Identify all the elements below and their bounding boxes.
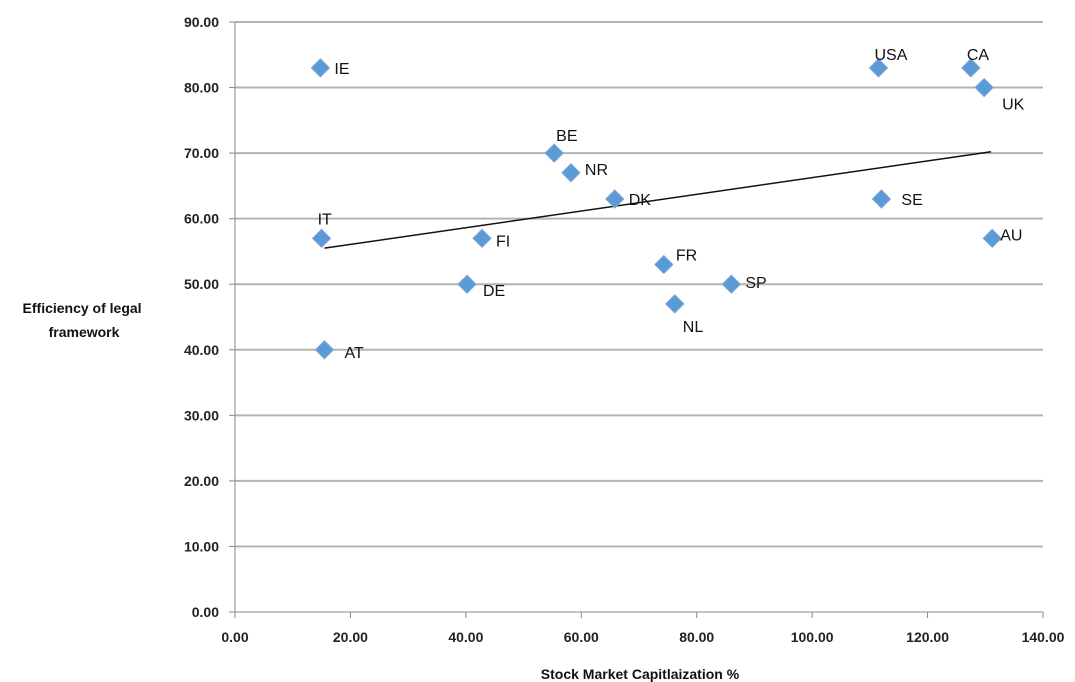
data-point-be	[544, 143, 564, 163]
y-tick-label: 40.00	[184, 342, 219, 358]
gridlines	[235, 21, 1043, 548]
axes: 0.00 10.00 20.00 30.00 40.00 50.00 60.00 70.00 8…	[184, 14, 1065, 645]
y-tick-label: 30.00	[184, 407, 219, 423]
point-label-fr: FR	[676, 248, 697, 265]
point-label-au: AU	[1000, 227, 1022, 244]
point-label-fi: FI	[496, 233, 510, 250]
data-point-at	[314, 340, 335, 360]
data-point-de	[457, 274, 477, 294]
x-tick-label: 0.00	[221, 629, 248, 645]
point-label-ca: CA	[967, 47, 990, 64]
x-tick-label: 100.00	[791, 629, 834, 645]
data-point-fr	[654, 254, 674, 275]
data-point-ca	[961, 58, 981, 78]
y-tick-label: 10.00	[184, 538, 219, 554]
x-tick-label: 80.00	[679, 629, 714, 645]
point-label-nr: NR	[585, 162, 608, 179]
y-tick-label: 50.00	[184, 276, 219, 292]
data-point-sp	[721, 274, 742, 294]
point-label-uk: UK	[1002, 97, 1025, 114]
point-label-ie: IE	[334, 61, 349, 78]
point-label-it: IT	[318, 211, 332, 228]
point-label-at: AT	[344, 345, 363, 362]
data-point-nr	[561, 163, 581, 183]
point-label-be: BE	[556, 128, 577, 145]
data-point-nl	[665, 294, 685, 314]
point-label-usa: USA	[875, 47, 908, 64]
data-point-dk	[605, 189, 625, 209]
y-tick-label: 0.00	[192, 604, 219, 620]
y-tick-label: 80.00	[184, 80, 219, 96]
point-label-se: SE	[901, 192, 922, 209]
y-tick-label: 70.00	[184, 145, 219, 161]
point-label-dk: DK	[629, 192, 652, 209]
data-point-au	[982, 228, 1002, 249]
x-tick-label: 140.00	[1022, 629, 1065, 645]
data-point-se	[871, 189, 892, 209]
data-point-ie	[310, 58, 331, 78]
data-point-uk	[974, 77, 994, 98]
point-label-sp: SP	[745, 275, 766, 292]
y-axis-title-line-2: framework	[49, 324, 120, 340]
y-tick-label: 60.00	[184, 211, 219, 227]
point-label-de: DE	[483, 283, 505, 300]
x-tick-label: 60.00	[564, 629, 599, 645]
y-axis-title-line-1: Efficiency of legal	[23, 300, 142, 316]
trendline-group	[324, 151, 992, 249]
point-labels: IE USA CA UK BE NR DK SE IT FI AU FR DE SP NL AT	[318, 47, 1025, 362]
y-tick-label: 90.00	[184, 14, 219, 30]
data-point-it	[311, 228, 332, 249]
x-axis-title: Stock Market Capitlaization %	[541, 666, 740, 682]
y-axis-title: Efficiency of legal framework	[23, 300, 146, 340]
x-tick-label: 120.00	[906, 629, 949, 645]
x-tick-label: 40.00	[448, 629, 483, 645]
x-tick-label: 20.00	[333, 629, 368, 645]
linear-trendline	[324, 151, 992, 249]
y-tick-label: 20.00	[184, 473, 219, 489]
data-points	[310, 58, 1002, 360]
point-label-nl: NL	[683, 319, 704, 336]
data-point-usa	[868, 58, 889, 78]
data-point-fi	[472, 228, 492, 249]
